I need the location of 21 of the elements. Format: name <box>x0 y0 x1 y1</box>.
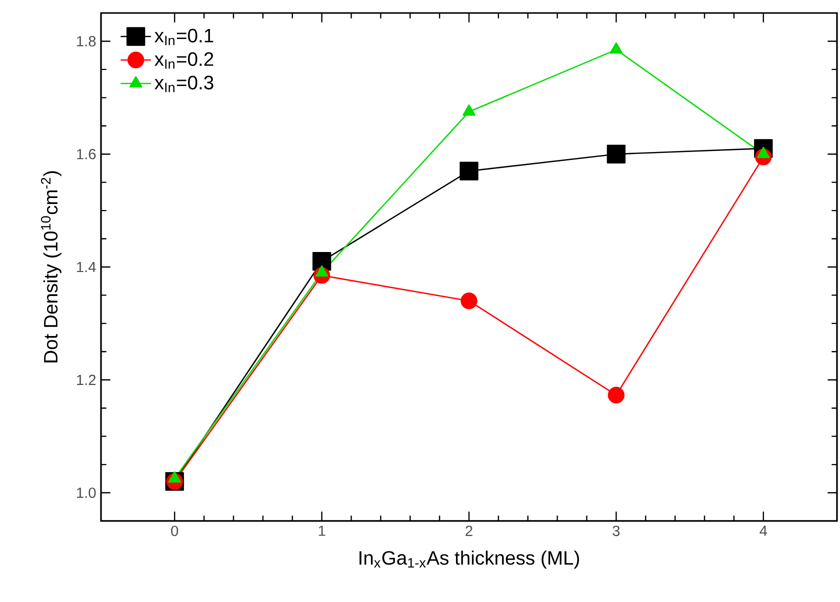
legend-label: x$_{In}$=0.2 <box>154 52 214 69</box>
y-tick-label: 1.4 <box>77 262 96 272</box>
x-tick-label: 2 <box>466 526 472 536</box>
x-axis-title: In$_{x}$Ga$_{1-x}$As thickness (ML) <box>360 550 579 569</box>
point <box>608 386 625 404</box>
point <box>606 144 626 164</box>
legend-label: x$_{In}$=0.3 <box>154 76 214 92</box>
y-tick-label: 1.8 <box>77 36 96 46</box>
point <box>610 42 623 54</box>
y-axis-title: Dot Density (10$^{10}$cm$^{-2}$) <box>40 171 62 362</box>
legend-label: x$_{In}$=0.1 <box>154 28 214 46</box>
x-tick-label: 4 <box>760 526 768 536</box>
point <box>462 104 476 116</box>
x-tick-label: 1 <box>318 526 326 536</box>
x-tick-label: 0 <box>171 526 178 536</box>
point <box>460 292 478 310</box>
y-tick-label: 1.0 <box>77 488 96 498</box>
x-tick-label: 3 <box>612 526 620 536</box>
y-tick-label: 1.6 <box>77 148 96 160</box>
point <box>460 162 478 180</box>
y-tick-label: 1.2 <box>77 374 96 385</box>
